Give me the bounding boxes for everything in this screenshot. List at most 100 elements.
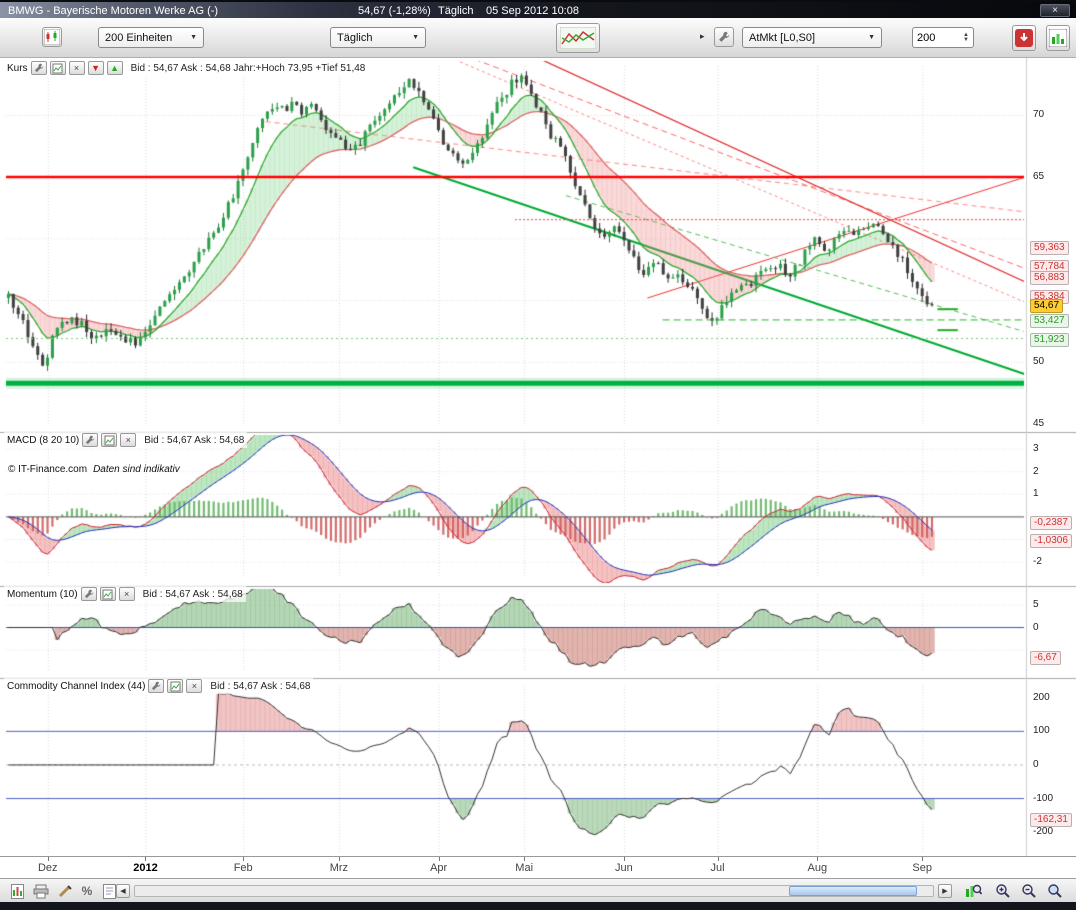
zoom-chart-icon[interactable] [962, 882, 984, 900]
timeline-month-label: Apr [430, 862, 448, 874]
sell-arrow-icon[interactable]: ▼ [87, 61, 104, 75]
price-axis-label: 70 [1033, 109, 1045, 121]
timeline-month-label: Dez [37, 862, 58, 874]
title-price-change: 54,67 (-1,28%) [358, 5, 431, 17]
price-axis-label: 65 [1033, 171, 1045, 183]
title-datetime: 05 Sep 2012 10:08 [486, 5, 579, 17]
indicator-value-label: -0,2387 [1030, 516, 1072, 531]
chevron-down-icon: ▼ [190, 34, 197, 41]
cci-panel-header: Commodity Channel Index (44) × Bid : 54,… [4, 678, 314, 694]
chart-type-icon [560, 27, 596, 49]
timeline-month-label: Jul [710, 862, 725, 874]
timeline-tick [243, 857, 245, 861]
zoom-reset-icon[interactable] [1044, 882, 1066, 900]
close-icon[interactable]: × [186, 679, 203, 693]
close-icon[interactable]: × [120, 433, 137, 447]
kurs-panel-header: Kurs × ▼ ▲ Bid : 54,67 Ask : 54,68 Jahr:… [4, 60, 369, 76]
macd-panel-header: MACD (8 20 10) × Bid : 54,67 Ask : 54,68 [4, 432, 248, 448]
chart-report-icon[interactable] [6, 882, 28, 900]
account-dropdown-value: AtMkt [L0,S0] [749, 31, 816, 44]
indicator-axis-label: 1 [1033, 488, 1039, 500]
units-dropdown-value: 200 Einheiten [105, 31, 173, 44]
chart-type-button[interactable] [556, 23, 600, 53]
timeline-tick [47, 857, 49, 861]
wrench-icon[interactable] [714, 27, 734, 47]
scrollbar-thumb[interactable] [789, 886, 918, 896]
timeline-tick [524, 857, 526, 861]
timeline-month-label: Jun [615, 862, 633, 874]
scroll-left-button[interactable]: ◀ [116, 884, 130, 898]
indicator-axis-label: 200 [1033, 691, 1050, 703]
units-dropdown[interactable]: 200 Einheiten ▼ [98, 27, 204, 48]
quantity-stepper[interactable]: 200 ▲ ▼ [912, 27, 974, 48]
zoom-out-icon[interactable] [1018, 882, 1040, 900]
zoom-in-icon[interactable] [992, 882, 1014, 900]
title-bar[interactable]: BMWG - Bayerische Motoren Werke AG (-) 5… [0, 0, 1076, 18]
indicator-axis-label: -2 [1033, 556, 1042, 568]
price-chart-canvas[interactable] [0, 58, 1076, 856]
timeline-tick [438, 857, 440, 861]
chart-area: Kurs × ▼ ▲ Bid : 54,67 Ask : 54,68 Jahr:… [0, 58, 1076, 856]
indicator-axis-label: -100 [1033, 792, 1054, 804]
panel-settings-icon[interactable] [99, 587, 116, 601]
percent-icon[interactable]: % [81, 884, 93, 898]
timeline-month-label: 2012 [133, 862, 158, 874]
indicator-axis-label: -200 [1033, 826, 1054, 838]
timeline-month-label: Feb [233, 862, 253, 874]
price-axis-label: 54,67 [1030, 298, 1064, 313]
stepper-arrows[interactable]: ▲ ▼ [963, 31, 969, 43]
timeline-month-label: Aug [807, 862, 828, 874]
print-icon[interactable] [30, 882, 52, 900]
indicator-axis-label: 3 [1033, 443, 1039, 455]
timeline-tick [922, 857, 924, 861]
chart-scrollbar[interactable] [134, 885, 934, 897]
stepper-up-icon[interactable]: ▲ [963, 31, 969, 38]
close-icon[interactable]: × [68, 61, 85, 75]
quantity-value: 200 [917, 31, 936, 44]
time-axis[interactable]: Dez 2012 Feb Mrz Apr Mai Jun Jul Aug Sep [0, 856, 1076, 878]
stepper-down-icon[interactable]: ▼ [963, 36, 969, 43]
kurs-bid-ask-info: Bid : 54,67 Ask : 54,68 Jahr:+Hoch 73,95… [130, 62, 366, 74]
measure-icon[interactable] [54, 882, 76, 900]
momentum-bid-ask-info: Bid : 54,67 Ask : 54,68 [142, 588, 243, 600]
green-bars-icon [1049, 29, 1067, 47]
macd-panel-title: MACD (8 20 10) [7, 434, 80, 446]
wrench-icon[interactable] [30, 61, 47, 75]
buy-arrow-icon[interactable]: ▲ [106, 61, 123, 75]
scroll-right-button[interactable]: ▶ [938, 884, 952, 898]
chevron-down-icon: ▼ [868, 34, 875, 41]
status-bar: % ◀ ▶ [0, 878, 1076, 902]
wrench-glyph [719, 31, 730, 42]
timeline-tick [145, 857, 147, 861]
portfolio-button[interactable] [1046, 25, 1070, 51]
disclaimer-text: Daten sind indikativ [93, 464, 180, 475]
chart-menu-icon[interactable] [42, 27, 62, 47]
price-axis-label: 59,363 [1030, 240, 1069, 255]
wrench-icon[interactable] [80, 587, 97, 601]
cci-bid-ask-info: Bid : 54,67 Ask : 54,68 [210, 680, 311, 692]
indicator-axis-label: 5 [1033, 599, 1039, 611]
indicator-axis-label: 2 [1033, 465, 1039, 477]
timeframe-dropdown[interactable]: Täglich ▼ [330, 27, 426, 48]
collapse-arrow-icon[interactable]: ▸ [700, 31, 705, 41]
timeline-tick [623, 857, 625, 861]
timeline-tick [717, 857, 719, 861]
window-bottom-edge [0, 902, 1076, 910]
panel-settings-icon[interactable] [101, 433, 118, 447]
panel-settings-icon[interactable] [167, 679, 184, 693]
title-timeframe: Täglich [438, 5, 474, 17]
panel-settings-icon[interactable] [49, 61, 66, 75]
copyright-line: © IT-Finance.com Daten sind indikativ [8, 464, 180, 475]
wrench-icon[interactable] [148, 679, 165, 693]
window-close-button[interactable]: × [1040, 4, 1070, 17]
account-dropdown[interactable]: AtMkt [L0,S0] ▼ [742, 27, 882, 48]
sell-order-button[interactable] [1012, 25, 1036, 51]
indicator-value-label: -1,0306 [1030, 534, 1072, 549]
momentum-panel-title: Momentum (10) [7, 588, 78, 600]
close-icon[interactable]: × [118, 587, 135, 601]
wrench-icon[interactable] [82, 433, 99, 447]
price-axis-label: 56,883 [1030, 271, 1069, 286]
timeline-month-label: Sep [912, 862, 932, 874]
notes-icon[interactable] [98, 882, 120, 900]
